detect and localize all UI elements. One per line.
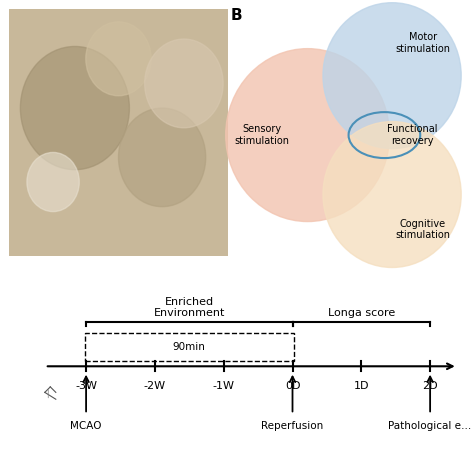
Circle shape (118, 108, 206, 207)
Text: -1W: -1W (213, 382, 235, 392)
Circle shape (145, 39, 223, 128)
Text: Longa score: Longa score (328, 308, 395, 318)
Text: 90min: 90min (173, 342, 206, 352)
Circle shape (20, 46, 129, 170)
Text: B: B (231, 8, 243, 23)
Text: Cognitive
stimulation: Cognitive stimulation (395, 219, 450, 240)
Text: Reperfusion: Reperfusion (261, 421, 324, 431)
Text: 2D: 2D (422, 382, 438, 392)
Text: Pathological e…: Pathological e… (388, 421, 472, 431)
Circle shape (226, 49, 390, 221)
Circle shape (86, 22, 151, 96)
Circle shape (323, 3, 461, 149)
Text: Enriched
Environment: Enriched Environment (154, 297, 225, 318)
Text: Sensory
stimulation: Sensory stimulation (234, 124, 289, 146)
Text: 0D: 0D (285, 382, 300, 392)
Text: -2W: -2W (144, 382, 166, 392)
Circle shape (27, 153, 79, 211)
Text: -3W: -3W (75, 382, 97, 392)
Text: Motor
stimulation: Motor stimulation (395, 32, 450, 54)
Text: Functional
recovery: Functional recovery (387, 124, 438, 146)
Text: 1D: 1D (354, 382, 369, 392)
Text: MCAO: MCAO (70, 421, 102, 431)
Circle shape (323, 122, 461, 267)
